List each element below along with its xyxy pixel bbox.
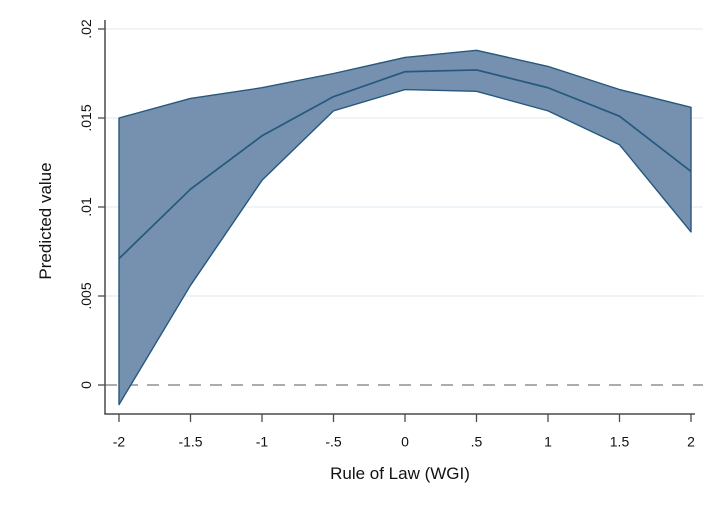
y-tick-label: .01 — [78, 197, 94, 217]
predicted-line — [118, 69, 692, 260]
x-axis-title: Rule of Law (WGI) — [330, 464, 470, 483]
y-tick-label: .02 — [78, 19, 94, 39]
y-axis-title: Predicted value — [36, 162, 55, 280]
x-tick-label: 1 — [544, 433, 552, 449]
x-tick-label: -1.5 — [178, 433, 202, 449]
y-tick-label: 0 — [78, 381, 94, 389]
x-tick-label: 0 — [401, 433, 409, 449]
x-tick-label: -2 — [113, 433, 126, 449]
confidence-band — [118, 49, 692, 406]
x-tick-label: .5 — [471, 433, 483, 449]
x-tick-label: 1.5 — [610, 433, 630, 449]
y-tick-label: .005 — [78, 282, 94, 309]
x-tick-label: -1 — [256, 433, 269, 449]
x-tick-label: 2 — [687, 433, 695, 449]
x-tick-label: -.5 — [325, 433, 342, 449]
y-tick-label: .015 — [78, 104, 94, 131]
